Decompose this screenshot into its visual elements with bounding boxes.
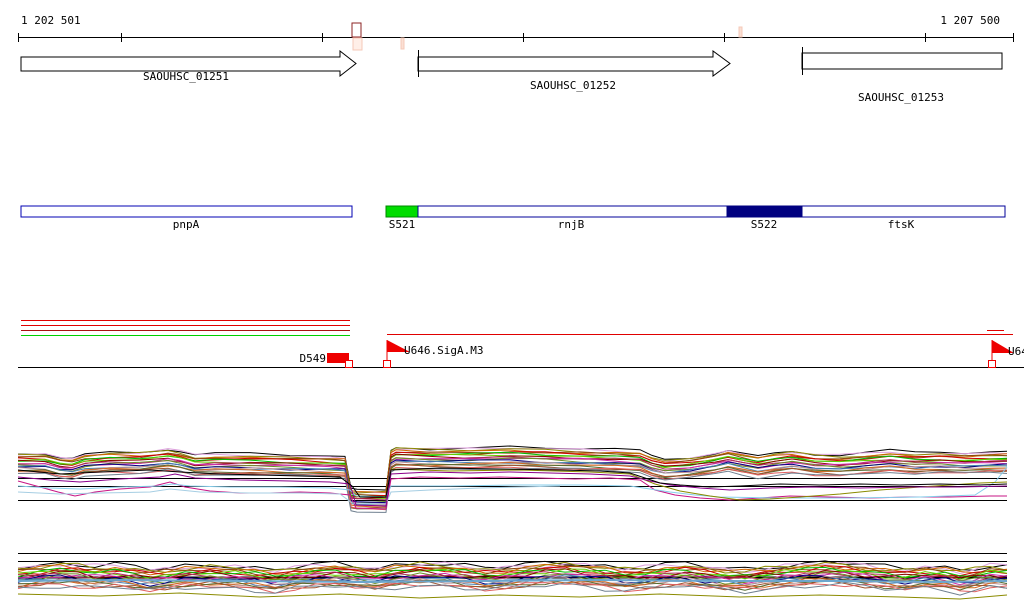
- gene-feature-track: SAOUHSC_01251 SAOUHSC_01252 SAOUHSC_01253: [20, 47, 1003, 104]
- ruler-start-label: 1 202 501: [21, 14, 81, 27]
- plot-series-line: [17, 568, 1008, 581]
- flag-label: U64: [1008, 345, 1024, 358]
- annotation-track: pnpA S521 rnjB S522 ftsK: [20, 205, 1006, 231]
- annotation-label: pnpA: [173, 218, 200, 231]
- annotation-label: S522: [751, 218, 778, 231]
- plot-series-line: [17, 561, 1008, 575]
- gene-arrow-shape[interactable]: [417, 50, 731, 77]
- flag-pennant-icon[interactable]: [992, 340, 1014, 353]
- terminator-feature[interactable]: D549: [300, 352, 353, 368]
- plot-series-line: [17, 451, 1008, 497]
- signal-track: D549 U646.SigA.M3 U64: [18, 320, 1024, 368]
- plot-series-line: [17, 467, 1008, 498]
- lower-coverage-plot[interactable]: [17, 553, 1008, 600]
- flag-pennant-icon[interactable]: [387, 340, 410, 352]
- gene-feature[interactable]: SAOUHSC_01252: [417, 50, 731, 92]
- annotation-label: S521: [389, 218, 416, 231]
- plot-series-line: [17, 467, 1008, 513]
- gene-feature-label: SAOUHSC_01252: [530, 79, 616, 92]
- plot-series-line: [390, 468, 1008, 501]
- plot-series-line: [17, 566, 1008, 580]
- gene-feature[interactable]: SAOUHSC_01251: [20, 49, 357, 83]
- annotation-box[interactable]: [385, 205, 419, 218]
- gene-feature-label: SAOUHSC_01251: [143, 70, 229, 83]
- plot-series-line: [17, 457, 1008, 504]
- annotation-label: rnjB: [558, 218, 585, 231]
- ruler-feature-marker[interactable]: [400, 37, 405, 50]
- plot-series-line: [17, 563, 1008, 576]
- plot-series-line: [17, 582, 1008, 594]
- ruler-feature-marker[interactable]: [351, 22, 362, 38]
- tss-flag-feature[interactable]: U64: [988, 340, 1024, 368]
- plot-series-line: [17, 460, 1008, 506]
- plot-series-line: [17, 476, 1007, 510]
- tss-flag-feature[interactable]: U646.SigA.M3: [383, 340, 484, 368]
- plot-series-line: [17, 447, 1008, 494]
- gene-feature-label: SAOUHSC_01253: [858, 91, 944, 104]
- plot-series-line: [17, 457, 1008, 504]
- terminator-anchor-square[interactable]: [345, 360, 353, 368]
- gene-arrow-shape[interactable]: [20, 49, 357, 78]
- plot-series-line: [17, 581, 1008, 596]
- plot-series-line: [17, 466, 1008, 499]
- plot-series-line: [17, 571, 1008, 586]
- plot-series-line: [17, 462, 1008, 508]
- ruler-end-label: 1 207 500: [940, 14, 1000, 27]
- annotation-box[interactable]: [726, 205, 803, 218]
- ruler[interactable]: 1 202 501 1 207 500: [18, 14, 1014, 51]
- ruler-feature-marker[interactable]: [352, 37, 363, 51]
- plot-series-line: [17, 578, 1008, 584]
- terminator-label: D549: [300, 352, 327, 365]
- gene-feature[interactable]: SAOUHSC_01253: [801, 47, 1003, 104]
- flag-label: U646.SigA.M3: [404, 344, 483, 357]
- plot-series-line: [17, 565, 1008, 579]
- upper-coverage-plot[interactable]: [17, 445, 1008, 513]
- annotation-box[interactable]: [20, 205, 353, 218]
- plot-series-line: [17, 592, 1008, 600]
- terminator-box[interactable]: [327, 353, 349, 363]
- annotation-label: ftsK: [888, 218, 915, 231]
- ruler-feature-marker[interactable]: [738, 26, 743, 38]
- annotation-box[interactable]: [417, 205, 1006, 218]
- plot-series-line: [17, 466, 1008, 511]
- flag-anchor-square[interactable]: [988, 360, 996, 368]
- plot-series-line: [17, 485, 561, 505]
- plot-series-line: [17, 571, 1008, 583]
- plot-series-line: [17, 445, 1008, 491]
- gene-box-shape[interactable]: [801, 52, 1003, 70]
- flag-anchor-square[interactable]: [383, 360, 391, 368]
- plot-series-line: [17, 471, 1008, 507]
